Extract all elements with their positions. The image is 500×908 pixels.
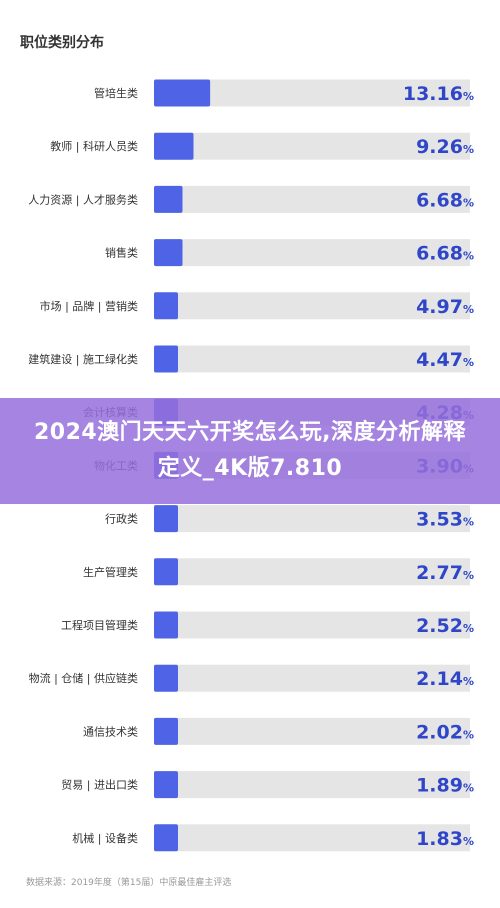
bar [154,558,178,586]
value-label: 1.89% [416,775,474,797]
category-label: 贸易 | 进出口类 [61,778,138,792]
bar [154,185,183,213]
bar [154,824,178,852]
chart-title: 职位类别分布 [20,35,104,51]
bar-track [154,717,470,745]
value-label: 6.68% [416,189,474,211]
bar-track [154,824,470,852]
bar-track [154,185,470,213]
category-label: 通信技术类 [83,724,138,738]
bar [154,132,194,160]
bar-track [154,611,470,639]
category-label: 物流 | 仓储 | 供应链类 [29,671,138,685]
banner-text: 2024澳门天天六开奖怎么玩,深度分析解释定义_4K版7.810 [33,420,467,481]
bar-track [154,771,470,799]
value-label: 3.53% [416,509,474,531]
category-label: 生产管理类 [83,565,138,579]
bar-track [154,505,470,533]
value-label: 1.83% [416,828,474,850]
category-label: 建筑建设 | 施工绿化类 [28,352,138,366]
bar [154,611,178,639]
value-label: 2.02% [416,721,474,743]
value-label: 2.52% [416,615,474,637]
data-source-note: 数据来源：2019年度（第15届）中原最佳雇主评选 [26,878,232,888]
value-label: 9.26% [416,136,474,158]
category-label: 行政类 [105,512,138,526]
overlay-banner: 2024澳门天天六开奖怎么玩,深度分析解释定义_4K版7.810 [0,398,500,504]
bar [154,79,211,107]
bar [154,771,178,799]
value-label: 13.16% [403,83,474,105]
category-label: 市场 | 品牌 | 营销类 [40,299,138,313]
value-label: 2.14% [416,668,474,690]
bar-track [154,132,470,160]
value-label: 6.68% [416,243,474,265]
value-label: 4.97% [416,296,474,318]
bar [154,239,183,267]
category-label: 工程项目管理类 [61,618,138,632]
bar-track [154,558,470,586]
bar [154,664,178,692]
bar-track [154,664,470,692]
bar-track [154,239,470,267]
category-label: 销售类 [105,246,138,260]
bar [154,505,178,533]
category-label: 机械 | 设备类 [72,831,138,845]
category-label: 管培生类 [94,86,138,100]
bar [154,345,178,373]
category-label: 人力资源 | 人才服务类 [28,192,138,206]
value-label: 2.77% [416,562,474,584]
bar [154,717,178,745]
bar [154,292,178,320]
value-label: 4.47% [416,349,474,371]
category-label: 教师 | 科研人员类 [50,139,138,153]
bar-track [154,292,470,320]
bar-track [154,345,470,373]
